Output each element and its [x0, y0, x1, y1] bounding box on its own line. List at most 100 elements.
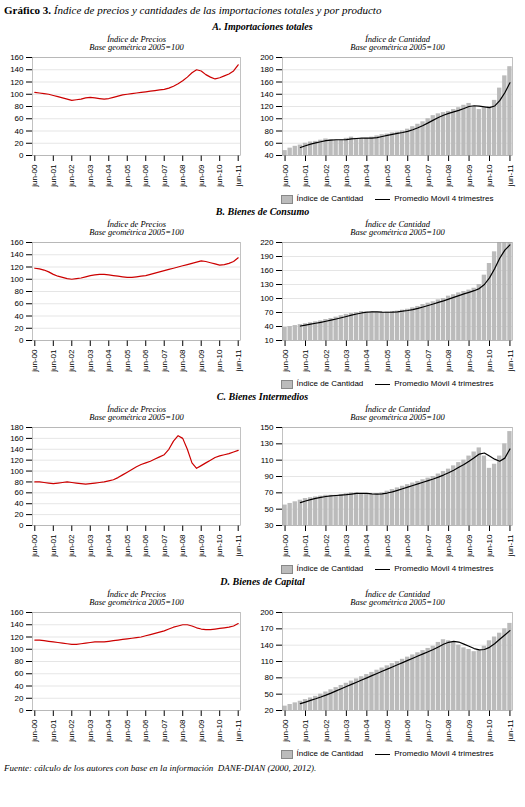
svg-text:160: 160 — [10, 53, 24, 62]
svg-text:30: 30 — [265, 521, 274, 530]
svg-text:140: 140 — [260, 641, 274, 650]
svg-text:jun-09: jun-09 — [197, 534, 206, 558]
svg-text:jun-02: jun-02 — [67, 349, 76, 373]
svg-text:Índice de PreciosBase geométri: Índice de PreciosBase geométrica 2005=10… — [89, 589, 184, 608]
svg-text:jun-02: jun-02 — [67, 534, 76, 558]
svg-text:120: 120 — [10, 263, 24, 272]
svg-text:70: 70 — [265, 488, 274, 497]
svg-text:jun-01: jun-01 — [301, 534, 310, 558]
svg-text:160: 160 — [10, 238, 24, 247]
svg-text:jun-10: jun-10 — [485, 719, 494, 743]
svg-text:jun-04: jun-04 — [104, 164, 113, 188]
svg-text:jun-07: jun-07 — [160, 164, 169, 188]
svg-text:jun-09: jun-09 — [465, 719, 474, 743]
svg-text:jun-03: jun-03 — [342, 534, 351, 558]
svg-text:jun-07: jun-07 — [424, 349, 433, 373]
svg-text:jun-11: jun-11 — [506, 164, 515, 187]
svg-text:jun-01: jun-01 — [301, 164, 310, 188]
svg-text:140: 140 — [10, 445, 24, 454]
svg-text:jun-02: jun-02 — [322, 719, 331, 743]
svg-text:0: 0 — [19, 151, 24, 160]
svg-text:jun-02: jun-02 — [322, 349, 331, 373]
svg-text:0: 0 — [19, 336, 24, 345]
svg-text:110: 110 — [261, 657, 274, 666]
svg-text:Índice de CantidadBase geométr: Índice de CantidadBase geométrica 2005=1… — [350, 34, 445, 53]
svg-text:0: 0 — [19, 521, 24, 530]
svg-text:190: 190 — [260, 252, 274, 261]
svg-text:jun-01: jun-01 — [301, 719, 310, 743]
svg-text:130: 130 — [260, 439, 274, 448]
svg-text:jun-04: jun-04 — [104, 534, 113, 558]
svg-text:jun-03: jun-03 — [86, 164, 95, 188]
svg-text:jun-07: jun-07 — [424, 719, 433, 743]
svg-text:Índice de CantidadBase geométr: Índice de CantidadBase geométrica 2005=1… — [350, 589, 445, 608]
svg-text:160: 160 — [10, 608, 24, 617]
svg-text:jun-08: jun-08 — [178, 719, 187, 743]
svg-text:jun-08: jun-08 — [444, 164, 453, 188]
svg-text:jun-04: jun-04 — [104, 349, 113, 373]
svg-text:200: 200 — [260, 53, 274, 62]
svg-text:170: 170 — [260, 624, 274, 633]
svg-text:jun-03: jun-03 — [342, 719, 351, 743]
svg-text:90: 90 — [265, 472, 274, 481]
svg-text:jun-00: jun-00 — [281, 719, 290, 743]
svg-text:jun-05: jun-05 — [123, 719, 132, 743]
svg-text:160: 160 — [260, 266, 274, 275]
svg-text:jun-11: jun-11 — [234, 719, 243, 742]
svg-text:100: 100 — [10, 467, 24, 476]
svg-text:40: 40 — [265, 322, 274, 331]
svg-text:jun-00: jun-00 — [30, 719, 39, 743]
svg-text:50: 50 — [265, 690, 274, 699]
svg-text:20: 20 — [15, 694, 24, 703]
svg-text:jun-06: jun-06 — [141, 164, 150, 188]
svg-text:jun-09: jun-09 — [465, 164, 474, 188]
svg-text:jun-03: jun-03 — [86, 719, 95, 743]
svg-text:jun-11: jun-11 — [234, 534, 243, 557]
svg-text:jun-00: jun-00 — [30, 349, 39, 373]
svg-text:jun-01: jun-01 — [49, 719, 58, 743]
svg-text:jun-00: jun-00 — [281, 534, 290, 558]
svg-text:40: 40 — [15, 499, 24, 508]
svg-text:jun-11: jun-11 — [234, 349, 243, 372]
svg-text:jun-00: jun-00 — [30, 164, 39, 188]
svg-text:80: 80 — [15, 657, 24, 666]
svg-text:150: 150 — [260, 423, 274, 432]
svg-text:110: 110 — [261, 456, 274, 465]
svg-text:100: 100 — [10, 90, 24, 99]
svg-text:80: 80 — [15, 478, 24, 487]
svg-text:140: 140 — [10, 620, 24, 629]
svg-text:jun-05: jun-05 — [383, 164, 392, 188]
svg-text:60: 60 — [15, 114, 24, 123]
svg-text:jun-11: jun-11 — [234, 164, 243, 187]
svg-text:200: 200 — [260, 608, 274, 617]
svg-text:100: 100 — [10, 645, 24, 654]
svg-text:jun-06: jun-06 — [141, 349, 150, 373]
svg-text:60: 60 — [265, 139, 274, 148]
svg-text:180: 180 — [10, 423, 24, 432]
svg-text:220: 220 — [260, 238, 274, 247]
svg-text:jun-10: jun-10 — [215, 164, 224, 188]
svg-text:jun-10: jun-10 — [215, 719, 224, 743]
svg-text:20: 20 — [15, 510, 24, 519]
svg-text:jun-00: jun-00 — [281, 164, 290, 188]
svg-text:160: 160 — [10, 434, 24, 443]
svg-text:jun-06: jun-06 — [403, 349, 412, 373]
svg-text:jun-09: jun-09 — [197, 349, 206, 373]
svg-text:jun-02: jun-02 — [322, 534, 331, 558]
svg-text:160: 160 — [260, 78, 274, 87]
svg-text:jun-01: jun-01 — [49, 164, 58, 188]
svg-text:jun-08: jun-08 — [444, 719, 453, 743]
svg-text:Índice de PreciosBase geométri: Índice de PreciosBase geométrica 2005=10… — [89, 34, 184, 53]
svg-text:100: 100 — [10, 275, 24, 284]
svg-text:jun-05: jun-05 — [383, 534, 392, 558]
svg-text:140: 140 — [260, 90, 274, 99]
svg-text:jun-03: jun-03 — [342, 349, 351, 373]
svg-text:jun-04: jun-04 — [362, 534, 371, 558]
svg-text:jun-07: jun-07 — [424, 164, 433, 188]
svg-text:jun-05: jun-05 — [123, 534, 132, 558]
svg-text:jun-03: jun-03 — [86, 534, 95, 558]
svg-text:jun-05: jun-05 — [123, 349, 132, 373]
svg-text:180: 180 — [260, 65, 274, 74]
svg-text:20: 20 — [15, 139, 24, 148]
svg-text:jun-10: jun-10 — [485, 534, 494, 558]
